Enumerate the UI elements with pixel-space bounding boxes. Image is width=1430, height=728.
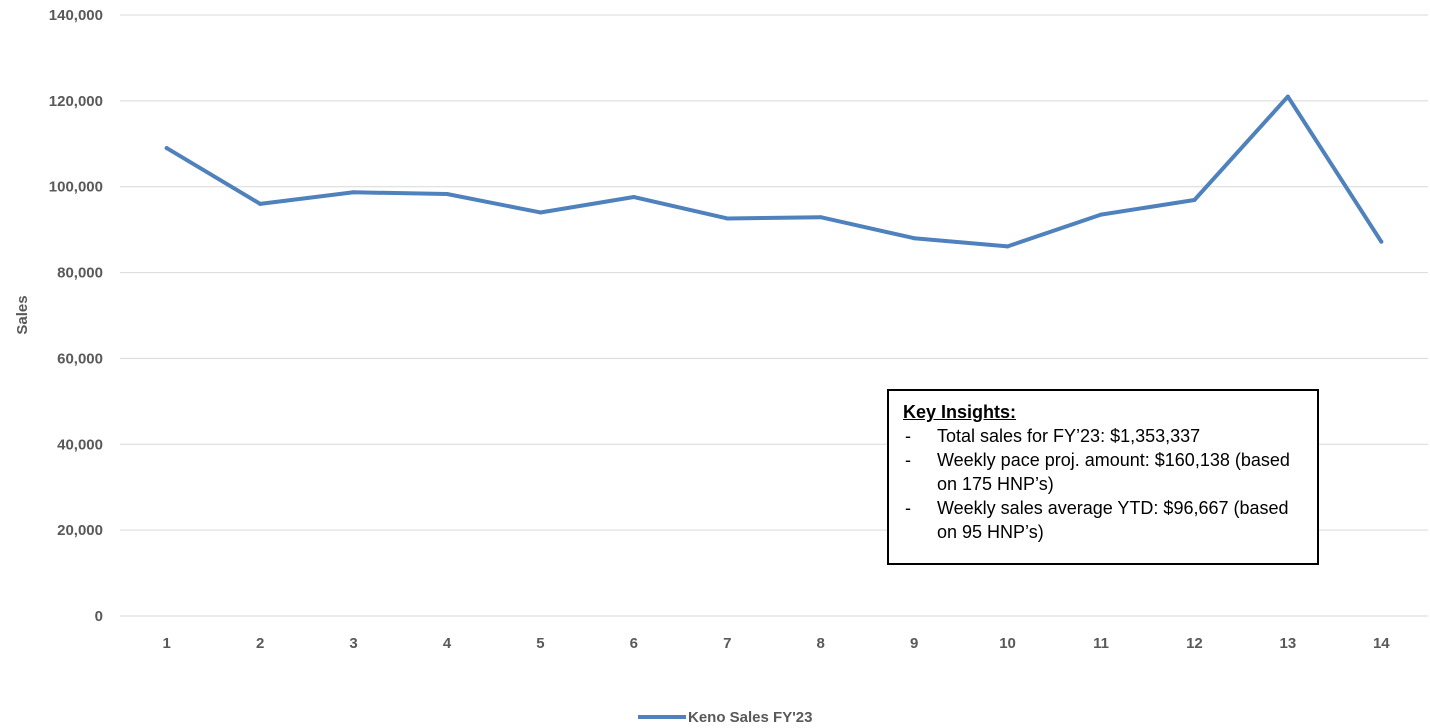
data-point xyxy=(351,190,356,195)
y-tick-label: 100,000 xyxy=(49,179,103,196)
data-point xyxy=(538,210,543,215)
insight-bullet: - xyxy=(905,498,911,518)
insight-item: - Total sales for FY’23: $1,353,337 xyxy=(903,424,1303,448)
series-line xyxy=(164,94,1384,249)
x-tick-label: 11 xyxy=(1093,635,1109,652)
y-tick-label: 140,000 xyxy=(49,7,103,24)
data-point xyxy=(1379,239,1384,244)
insight-item: - Weekly pace proj. amount: $160,138 (ba… xyxy=(903,448,1303,496)
x-tick-label: 10 xyxy=(999,635,1016,652)
series-layer xyxy=(164,94,1384,249)
y-tick-label: 0 xyxy=(95,608,103,625)
x-tick-label: 4 xyxy=(443,635,452,652)
data-point xyxy=(445,192,449,197)
x-tick-label: 14 xyxy=(1373,635,1390,652)
y-axis-ticks: 0 20,000 40,000 60,000 80,000 100,000 120,000 1… xyxy=(49,7,103,625)
insight-text: Weekly pace proj. amount: $160,138 (base… xyxy=(937,450,1290,494)
data-point xyxy=(1099,212,1103,217)
x-tick-label: 12 xyxy=(1186,635,1203,652)
data-point xyxy=(818,215,823,220)
x-tick-label: 8 xyxy=(817,635,825,652)
y-tick-label: 60,000 xyxy=(57,350,103,367)
data-point xyxy=(1192,198,1197,203)
insight-bullet: - xyxy=(905,426,911,446)
y-tick-label: 20,000 xyxy=(57,522,103,539)
y-axis-title: Sales xyxy=(14,295,31,334)
x-tick-label: 5 xyxy=(536,635,544,652)
legend-label: Keno Sales FY'23 xyxy=(688,709,812,726)
x-tick-label: 7 xyxy=(723,635,731,652)
x-tick-label: 1 xyxy=(163,635,171,652)
x-tick-label: 3 xyxy=(349,635,357,652)
insight-text: Weekly sales average YTD: $96,667 (based… xyxy=(937,498,1289,542)
insight-text: Total sales for FY’23: $1,353,337 xyxy=(937,426,1201,446)
data-point xyxy=(912,236,917,241)
data-point xyxy=(725,216,730,221)
x-tick-label: 6 xyxy=(630,635,638,652)
data-point xyxy=(258,201,263,206)
legend: Keno Sales FY'23 xyxy=(638,709,812,726)
insight-item: - Weekly sales average YTD: $96,667 (bas… xyxy=(903,496,1303,544)
x-axis-ticks: 1 2 3 4 5 6 7 8 9 10 11 12 13 14 xyxy=(163,635,1391,652)
data-point xyxy=(631,195,636,200)
gridlines xyxy=(120,14,1428,617)
x-tick-label: 2 xyxy=(256,635,264,652)
y-tick-label: 120,000 xyxy=(49,93,103,110)
y-tick-label: 40,000 xyxy=(57,436,103,453)
x-tick-label: 13 xyxy=(1280,635,1297,652)
insight-bullet: - xyxy=(905,450,911,470)
key-insights-box: Key Insights: - Total sales for FY’23: $… xyxy=(887,389,1319,565)
y-tick-label: 80,000 xyxy=(57,265,103,282)
data-point xyxy=(1005,244,1010,249)
key-insights-title: Key Insights: xyxy=(903,402,1017,422)
data-point xyxy=(164,146,169,151)
data-point xyxy=(1285,94,1290,99)
x-tick-label: 9 xyxy=(910,635,918,652)
